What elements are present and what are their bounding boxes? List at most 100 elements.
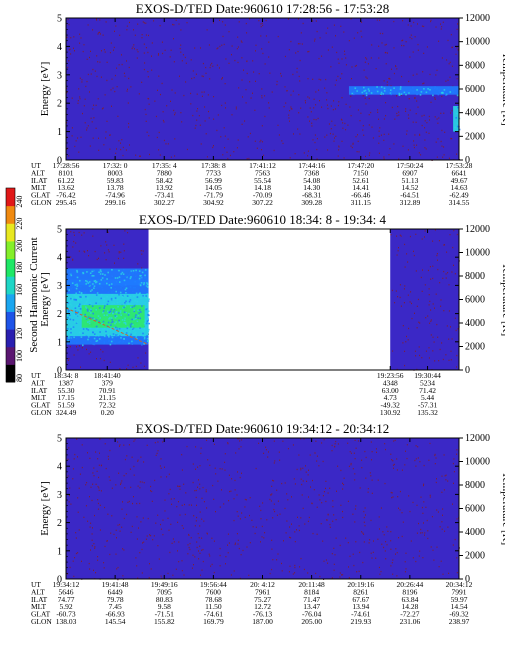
noise-speck — [84, 122, 86, 124]
noise-speck — [249, 81, 251, 83]
noise-speck — [447, 480, 449, 482]
feature-speck — [87, 316, 90, 319]
noise-speck — [357, 109, 359, 111]
noise-speck — [361, 467, 363, 469]
orbit-row-label: ALT — [31, 587, 45, 596]
noise-speck — [147, 76, 149, 78]
noise-speck — [117, 441, 119, 443]
noise-speck — [123, 250, 125, 252]
feature-speck — [363, 86, 365, 89]
noise-speck — [195, 73, 197, 75]
noise-speck — [375, 448, 377, 450]
noise-speck — [284, 55, 286, 58]
noise-speck — [392, 573, 394, 575]
feature-speck — [120, 273, 122, 275]
noise-speck — [405, 552, 407, 554]
noise-speck — [430, 278, 432, 280]
orbit-value: 145.54 — [105, 617, 126, 626]
feature-speck — [437, 93, 440, 96]
noise-speck — [129, 21, 130, 24]
noise-speck — [456, 354, 458, 357]
noise-speck — [421, 124, 423, 127]
noise-speck — [186, 445, 188, 448]
noise-speck — [244, 498, 246, 501]
feature-speck — [127, 314, 130, 316]
noise-speck — [282, 440, 284, 442]
noise-speck — [228, 62, 230, 64]
noise-speck — [440, 140, 442, 143]
noise-speck — [315, 20, 317, 22]
noise-speck — [440, 23, 441, 25]
noise-speck — [241, 123, 243, 125]
noise-speck — [263, 537, 265, 539]
noise-speck — [339, 77, 341, 80]
noise-speck — [151, 42, 153, 44]
noise-speck — [442, 156, 444, 158]
feature-speck — [120, 314, 122, 316]
noise-speck — [326, 99, 328, 101]
noise-speck — [241, 439, 243, 441]
feature-speck — [102, 328, 104, 331]
noise-speck — [272, 517, 274, 519]
noise-speck — [94, 546, 96, 548]
feature-speck — [406, 91, 409, 94]
feature-speck — [452, 91, 454, 93]
noise-speck — [199, 545, 201, 547]
noise-speck — [183, 94, 185, 97]
noise-speck — [97, 98, 99, 100]
noise-speck — [243, 69, 244, 71]
noise-speck — [90, 50, 91, 52]
feature-speck — [116, 332, 118, 335]
feature-speck — [66, 314, 69, 316]
noise-speck — [301, 494, 303, 496]
noise-speck — [438, 240, 440, 242]
feature-speck — [96, 339, 99, 342]
noise-speck — [271, 485, 273, 487]
noise-speck — [224, 83, 226, 85]
orbit-row-label: GLAT — [31, 191, 51, 200]
feature-speck — [72, 286, 74, 289]
noise-speck — [231, 478, 233, 480]
noise-speck — [399, 284, 401, 286]
feature-speck — [145, 307, 148, 309]
noise-speck — [205, 133, 207, 135]
feature-speck — [119, 335, 121, 337]
feature-speck — [93, 285, 96, 287]
noise-speck — [202, 560, 204, 563]
noise-speck — [111, 105, 112, 107]
feature-speck — [375, 90, 378, 92]
noise-speck — [148, 98, 150, 100]
feature-speck — [114, 316, 117, 319]
noise-speck — [213, 498, 215, 500]
orbit-value: 7961 — [255, 587, 270, 596]
noise-speck — [199, 124, 201, 126]
noise-speck — [398, 537, 400, 539]
noise-speck — [128, 500, 130, 503]
noise-speck — [178, 501, 179, 503]
noise-speck — [89, 145, 91, 147]
noise-speck — [162, 119, 164, 122]
orbit-value: 51.59 — [58, 401, 75, 410]
noise-speck — [327, 107, 329, 110]
noise-speck — [443, 244, 445, 246]
feature-speck — [84, 313, 86, 316]
feature-speck — [376, 90, 379, 93]
noise-speck — [227, 552, 229, 554]
noise-speck — [383, 534, 385, 536]
noise-speck — [421, 290, 423, 292]
noise-speck — [141, 34, 143, 36]
noise-speck — [90, 73, 92, 75]
noise-speck — [203, 501, 205, 503]
feature-speck — [125, 300, 127, 303]
noise-speck — [402, 325, 404, 327]
noise-speck — [351, 78, 352, 80]
noise-speck — [164, 510, 166, 512]
noise-speck — [410, 540, 412, 542]
feature-speck — [144, 269, 147, 271]
noise-speck — [193, 515, 195, 517]
feature-speck — [370, 92, 373, 94]
noise-speck — [289, 120, 290, 122]
feature-speck — [132, 280, 135, 282]
noise-speck — [89, 457, 91, 459]
orbit-value: 18:34: 8 — [54, 371, 79, 380]
